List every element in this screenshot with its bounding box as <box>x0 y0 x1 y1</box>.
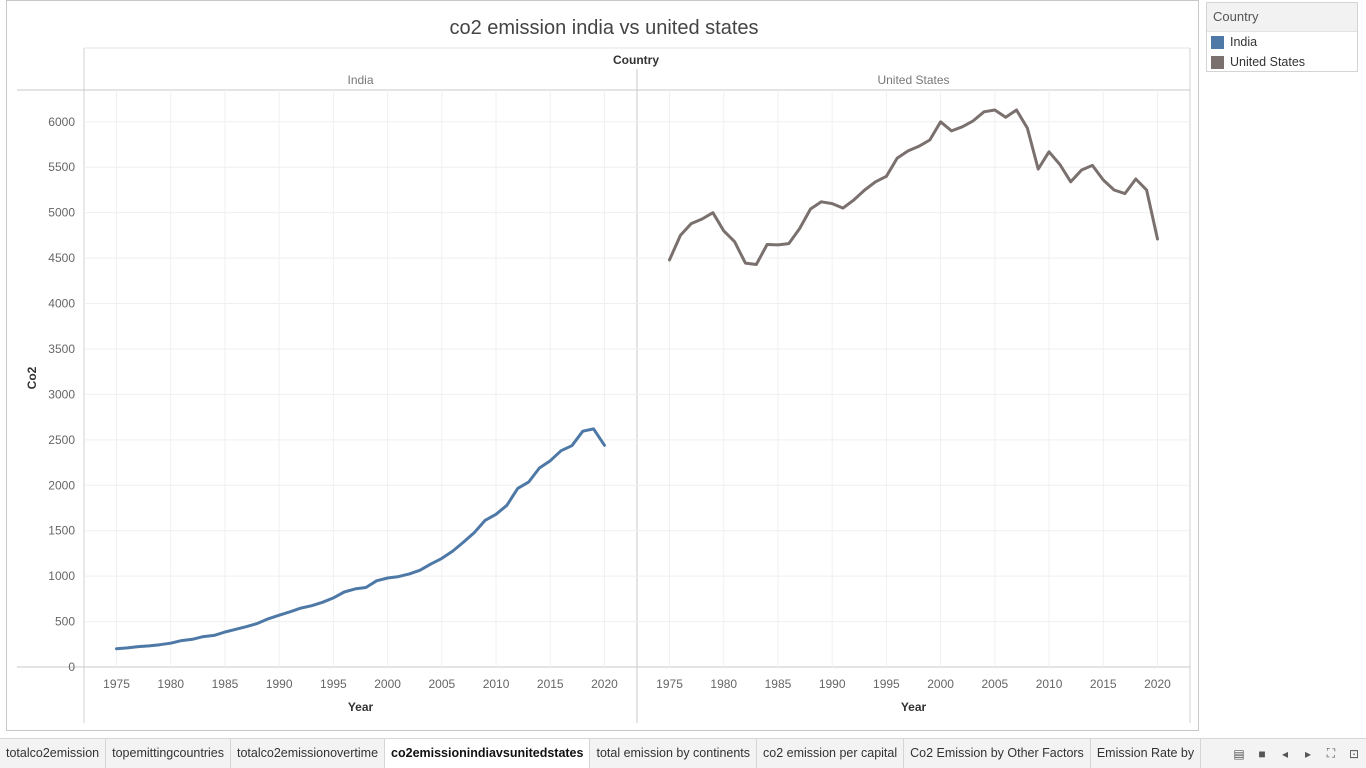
x-tick-label: 2000 <box>374 677 401 691</box>
legend-swatch-united-states <box>1211 55 1224 69</box>
y-tick-label: 6000 <box>48 115 75 129</box>
x-tick-label: 1990 <box>266 677 293 691</box>
tab-totalco2emission[interactable]: totalco2emission <box>0 739 107 768</box>
y-tick-label: 2500 <box>48 433 75 447</box>
color-legend: Country India United States <box>1206 2 1358 72</box>
y-tick-label: 5500 <box>48 160 75 174</box>
next-sheet-icon[interactable]: ▸ <box>1304 746 1312 761</box>
x-tick-label: 2020 <box>591 677 618 691</box>
show-filmstrip-icon[interactable]: ▤ <box>1233 746 1245 761</box>
show-tabs-icon[interactable]: ■ <box>1258 746 1266 761</box>
series-line-united-states <box>668 108 1159 266</box>
x-tick-label: 1985 <box>212 677 239 691</box>
sheet-navigation-controls: ▤ ■ ◂ ▸ ⛶ ⊡ <box>1232 739 1361 768</box>
y-tick-label: 5000 <box>48 206 75 220</box>
tab-total-emission-by-continents[interactable]: total emission by continents <box>590 739 758 768</box>
tab-co2-emission-by-other-factors[interactable]: Co2 Emission by Other Factors <box>904 739 1091 768</box>
presentation-mode-icon[interactable]: ⊡ <box>1348 746 1360 761</box>
x-tick-label: 2015 <box>537 677 564 691</box>
x-tick-label: 1980 <box>157 677 184 691</box>
x-tick-label: 2000 <box>927 677 954 691</box>
series-line-india <box>115 427 606 651</box>
x-tick-label: 2005 <box>428 677 455 691</box>
legend-swatch-india <box>1211 35 1224 49</box>
x-tick-label: 1990 <box>819 677 846 691</box>
sheet-tabs: totalco2emission topemittingcountries to… <box>0 739 1224 768</box>
x-tick-label: 1980 <box>710 677 737 691</box>
tab-topemittingcountries[interactable]: topemittingcountries <box>106 739 231 768</box>
previous-sheet-icon[interactable]: ◂ <box>1281 746 1289 761</box>
panel-header-india: India <box>347 73 373 87</box>
y-tick-label: 500 <box>55 615 75 629</box>
x-axis-title-united-states: Year <box>901 700 927 714</box>
x-tick-label: 1985 <box>765 677 792 691</box>
sheet-tab-bar: totalco2emission topemittingcountries to… <box>0 738 1366 768</box>
line-chart: co2 emission india vs united states Coun… <box>17 17 1191 723</box>
panel-header-united-states: United States <box>877 73 949 87</box>
legend-label-india: India <box>1230 35 1258 49</box>
y-axis-title: Co2 <box>25 366 39 389</box>
tab-emission-rate-by[interactable]: Emission Rate by <box>1091 739 1202 768</box>
y-tick-label: 1000 <box>48 569 75 583</box>
legend-title: Country <box>1207 3 1357 32</box>
y-tick-label: 0 <box>68 660 75 674</box>
tab-co2-emission-per-capital[interactable]: co2 emission per capital <box>757 739 905 768</box>
x-tick-label: 1975 <box>103 677 130 691</box>
x-tick-label: 2010 <box>1036 677 1063 691</box>
x-tick-label: 2015 <box>1090 677 1117 691</box>
legend-item-india[interactable]: India <box>1207 32 1357 52</box>
y-tick-label: 2000 <box>48 478 75 492</box>
tab-co2emissionindiavsunitedstates[interactable]: co2emissionindiavsunitedstates <box>385 739 591 768</box>
y-tick-label: 4500 <box>48 251 75 265</box>
column-header: Country <box>613 53 659 67</box>
y-tick-label: 3000 <box>48 387 75 401</box>
y-tick-label: 1500 <box>48 524 75 538</box>
x-tick-label: 2010 <box>483 677 510 691</box>
tab-totalco2emissionovertime[interactable]: totalco2emissionovertime <box>231 739 386 768</box>
x-tick-label: 2005 <box>981 677 1008 691</box>
legend-label-united-states: United States <box>1230 55 1306 69</box>
x-axis-title-india: Year <box>348 700 374 714</box>
fit-screen-icon[interactable]: ⛶ <box>1326 746 1336 760</box>
x-tick-label: 2020 <box>1144 677 1171 691</box>
y-tick-label: 4000 <box>48 297 75 311</box>
x-tick-label: 1975 <box>656 677 683 691</box>
legend-item-united-states[interactable]: United States <box>1207 52 1357 72</box>
x-tick-label: 1995 <box>320 677 347 691</box>
worksheet-frame: co2 emission india vs united states Coun… <box>6 0 1199 731</box>
x-tick-label: 1995 <box>873 677 900 691</box>
chart-title: co2 emission india vs united states <box>449 17 758 39</box>
y-tick-label: 3500 <box>48 342 75 356</box>
